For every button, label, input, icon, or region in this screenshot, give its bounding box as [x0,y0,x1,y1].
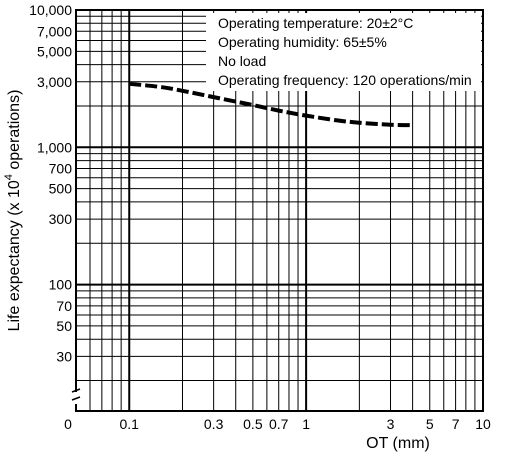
x-tick-label: 0.1 [120,416,140,432]
y-axis-title-superscript: 4 [3,174,15,180]
x-axis-title: OT (mm) [366,435,430,452]
x-tick-label: 1 [302,416,310,432]
x-tick-labels: 0.1 0.3 0.5 0.7 1 3 5 7 10 0 [64,416,491,432]
y-axis-title: Life expectancy (x 104 operations) [3,90,23,332]
x-origin-label: 0 [64,416,72,432]
axis-break-stroke [71,388,81,393]
y-tick-labels: 30 50 70 100 300 500 700 1,000 3,000 5,000 7,000 10… [29,2,72,364]
data-series-line [129,81,413,128]
axis-break-stroke [71,396,81,401]
y-tick-label: 5,000 [37,43,72,59]
y-axis-title-tail: operations) [6,90,23,175]
y-tick-label: 300 [49,211,73,227]
x-tick-label: 5 [426,416,434,432]
y-tick-label: 1,000 [37,139,72,155]
annotation-line: No load [218,53,266,69]
annotation-line: Operating frequency: 120 operations/min [218,72,472,88]
y-tick-label: 3,000 [37,74,72,90]
x-tick-label: 0.5 [243,416,263,432]
y-axis-title-main: Life expectancy (x 10 [6,180,23,331]
y-tick-label: 100 [49,277,73,293]
y-tick-label: 70 [56,298,72,314]
y-tick-label: 700 [49,161,73,177]
annotation-line: Operating temperature: 20±2°C [218,15,413,31]
x-tick-label: 10 [475,416,491,432]
annotation-block: Operating temperature: 20±2°C Operating h… [206,13,481,91]
y-tick-label: 30 [56,348,72,364]
y-tick-label: 10,000 [29,2,72,18]
x-tick-label: 0.3 [204,416,224,432]
y-tick-label: 500 [49,181,73,197]
y-tick-label: 7,000 [37,23,72,39]
x-tick-label: 0.7 [269,416,289,432]
plot-frame [75,9,484,412]
annotation-background [206,13,481,91]
annotation-line: Operating humidity: 65±5% [218,34,387,50]
series-layer [129,81,413,128]
axis-break-mark [71,388,81,404]
x-tick-label: 7 [452,416,460,432]
x-tick-label: 3 [387,416,395,432]
y-tick-label: 50 [56,318,72,334]
